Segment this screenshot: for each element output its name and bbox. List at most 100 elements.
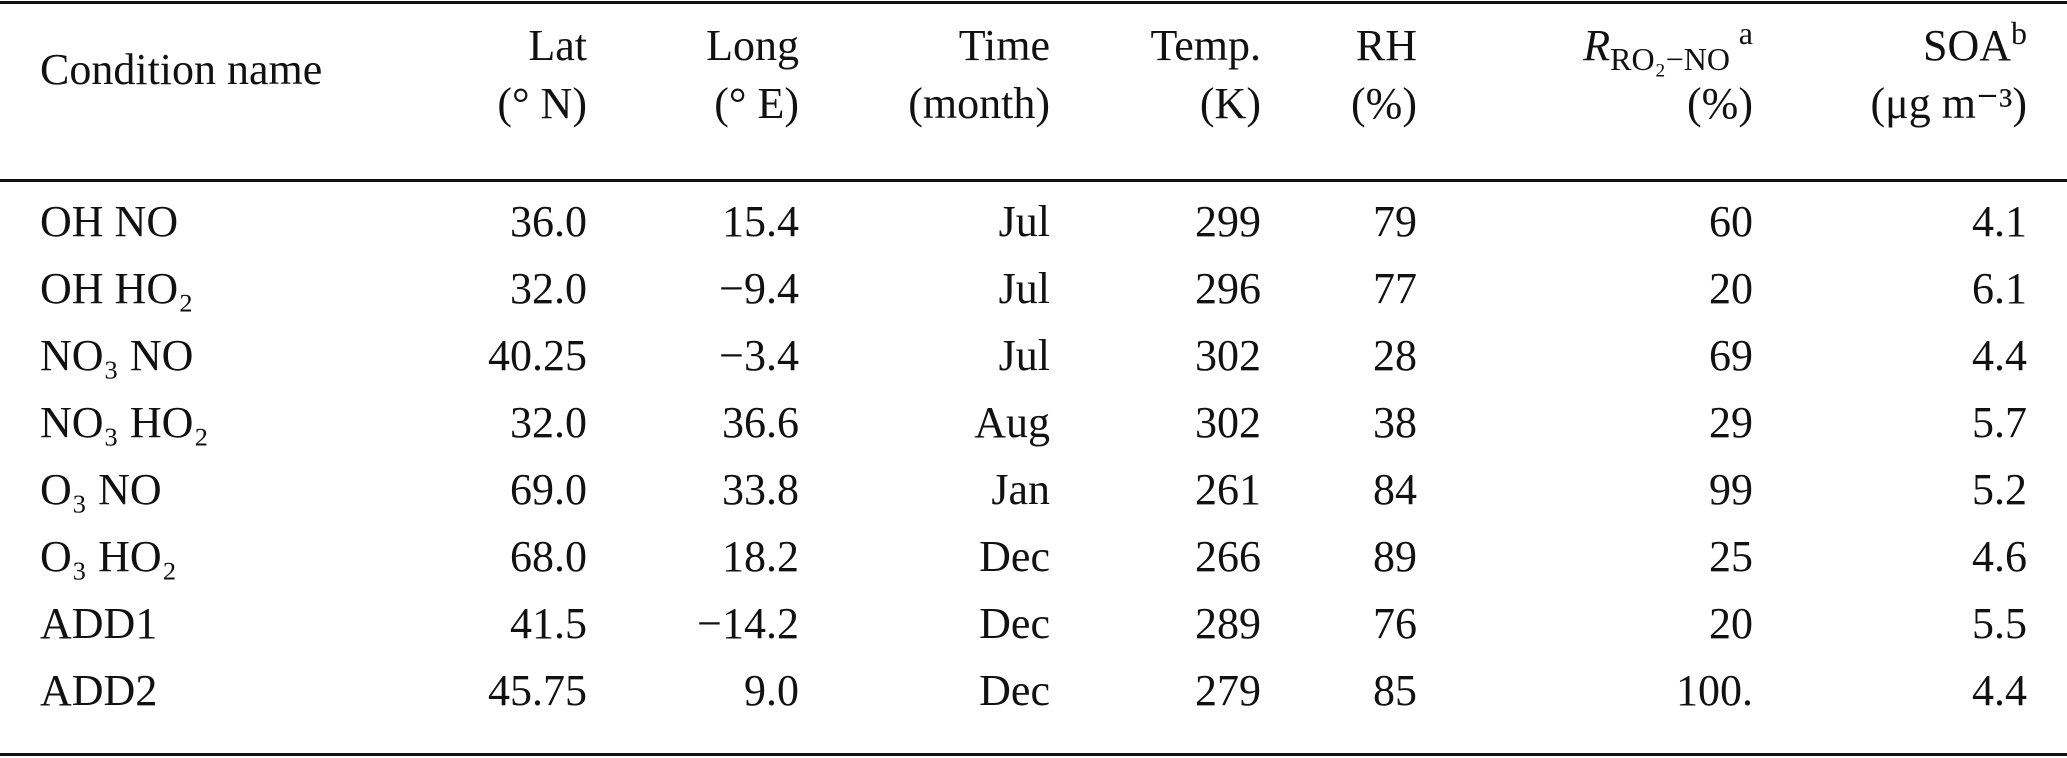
table-cell: 69 <box>1709 331 1753 380</box>
column-header: RH (%) <box>1261 2 1417 180</box>
table-cell: Jan <box>991 465 1050 514</box>
table-cell: 29 <box>1709 398 1753 447</box>
table-cell: Dec <box>979 532 1050 581</box>
condition-name: NO₃ HO₂ <box>40 398 209 447</box>
header-name-line: Condition name <box>40 2 420 108</box>
table-cell: 296 <box>1195 264 1261 313</box>
header-name: R <box>1583 21 1611 70</box>
data-table: Condition name Lat (° N) Long (° E) Time (mont… <box>40 2 2027 724</box>
table-cell: 89 <box>1373 532 1417 581</box>
table-cell: 36.0 <box>510 197 587 246</box>
header-name: Temp. <box>1150 21 1261 70</box>
table-cell: 20 <box>1709 264 1753 313</box>
table-row: OH NO 36.0 15.4 Jul 299 79 60 4.1 <box>40 180 2027 255</box>
header-unit: (μg m⁻³) <box>1870 79 2027 128</box>
bottom-rule <box>0 753 2067 756</box>
table-cell: 38 <box>1373 398 1417 447</box>
footnote-mark: b <box>2011 15 2027 51</box>
table-cell: 302 <box>1195 398 1261 447</box>
table-cell: 77 <box>1373 264 1417 313</box>
header-rule <box>0 179 2067 182</box>
column-header: Lat (° N) <box>420 2 587 180</box>
header-name-line: SOAb <box>1753 2 2027 84</box>
table-row: ADD1 41.5 −14.2 Dec 289 76 20 5.5 <box>40 590 2027 657</box>
table-cell: 299 <box>1195 197 1261 246</box>
table-cell: 99 <box>1709 465 1753 514</box>
table-cell: Jul <box>998 197 1050 246</box>
header-unit: (K) <box>1199 79 1261 128</box>
table-cell: 20 <box>1709 599 1753 648</box>
header-unit: (° E) <box>714 79 799 128</box>
table-cell: 100. <box>1676 666 1753 715</box>
table-cell: 79 <box>1373 197 1417 246</box>
table-cell: 4.1 <box>1972 197 2027 246</box>
table-cell: 41.5 <box>510 599 587 648</box>
table-cell: 69.0 <box>510 465 587 514</box>
footnote-mark: a <box>1738 15 1753 51</box>
condition-name: ADD1 <box>40 599 158 648</box>
column-header: Time (month) <box>799 2 1050 180</box>
header-name: Time <box>958 21 1050 70</box>
table-cell: 5.2 <box>1972 465 2027 514</box>
table-cell: 4.6 <box>1972 532 2027 581</box>
table-cell: 84 <box>1373 465 1417 514</box>
header-unit: (%) <box>1687 79 1753 128</box>
table-cell: 45.75 <box>488 666 587 715</box>
table-cell: 289 <box>1195 599 1261 648</box>
table-cell: 9.0 <box>744 666 799 715</box>
condition-name: ADD2 <box>40 666 158 715</box>
header-name-line: Lat <box>420 2 587 84</box>
header-unit: (month) <box>908 79 1050 128</box>
table-cell: Jul <box>998 264 1050 313</box>
table-row: O₃ NO 69.0 33.8 Jan 261 84 99 5.2 <box>40 456 2027 523</box>
table-cell: −9.4 <box>719 264 799 313</box>
header-name-line: Temp. <box>1050 2 1261 84</box>
column-header: SOAb (μg m⁻³) <box>1753 2 2027 180</box>
table-cell: 32.0 <box>510 264 587 313</box>
header-name: Condition name <box>40 45 323 94</box>
table-cell: 32.0 <box>510 398 587 447</box>
column-header: Temp. (K) <box>1050 2 1261 180</box>
table-row: NO₃ HO₂ 32.0 36.6 Aug 302 38 29 5.7 <box>40 389 2027 456</box>
header-name-line: RH <box>1261 2 1417 84</box>
header-name: SOA <box>1922 21 2011 70</box>
table-cell: 15.4 <box>722 197 799 246</box>
column-header: RRO₂−NO a (%) <box>1417 2 1753 180</box>
header-name: Long <box>706 21 799 70</box>
header-name-line: RRO₂−NO a <box>1417 2 1753 84</box>
table-cell: 302 <box>1195 331 1261 380</box>
table-cell: 5.5 <box>1972 599 2027 648</box>
column-header: Condition name <box>40 2 420 180</box>
table-cell: Aug <box>974 398 1050 447</box>
table-row: OH HO₂ 32.0 −9.4 Jul 296 77 20 6.1 <box>40 255 2027 322</box>
table-cell: 6.1 <box>1972 264 2027 313</box>
table-cell: 279 <box>1195 666 1261 715</box>
table-row: ADD2 45.75 9.0 Dec 279 85 100. 4.4 <box>40 657 2027 724</box>
table-cell: 4.4 <box>1972 666 2027 715</box>
header-unit: (° N) <box>497 79 587 128</box>
table-cell: 36.6 <box>722 398 799 447</box>
header-name: RH <box>1355 21 1417 70</box>
table-cell: 18.2 <box>722 532 799 581</box>
table-cell: 76 <box>1373 599 1417 648</box>
condition-name: NO₃ NO <box>40 331 194 380</box>
table-body: OH NO 36.0 15.4 Jul 299 79 60 4.1 OH HO₂ 32.0 −9.4… <box>40 180 2027 724</box>
condition-name: O₃ NO <box>40 465 162 514</box>
table-cell: 28 <box>1373 331 1417 380</box>
table-cell: 60 <box>1709 197 1753 246</box>
table-cell: 33.8 <box>722 465 799 514</box>
column-header: Long (° E) <box>587 2 799 180</box>
table-cell: 5.7 <box>1972 398 2027 447</box>
header-name-line: Long <box>587 2 799 84</box>
header-name: Lat <box>528 21 587 70</box>
table-row: O₃ HO₂ 68.0 18.2 Dec 266 89 25 4.6 <box>40 523 2027 590</box>
table-row: NO₃ NO 40.25 −3.4 Jul 302 28 69 4.4 <box>40 322 2027 389</box>
header-subscript: RO₂−NO <box>1610 41 1730 77</box>
top-rule <box>0 1 2067 4</box>
condition-name: OH NO <box>40 197 179 246</box>
table-cell: 40.25 <box>488 331 587 380</box>
table-cell: 25 <box>1709 532 1753 581</box>
table-cell: 266 <box>1195 532 1261 581</box>
